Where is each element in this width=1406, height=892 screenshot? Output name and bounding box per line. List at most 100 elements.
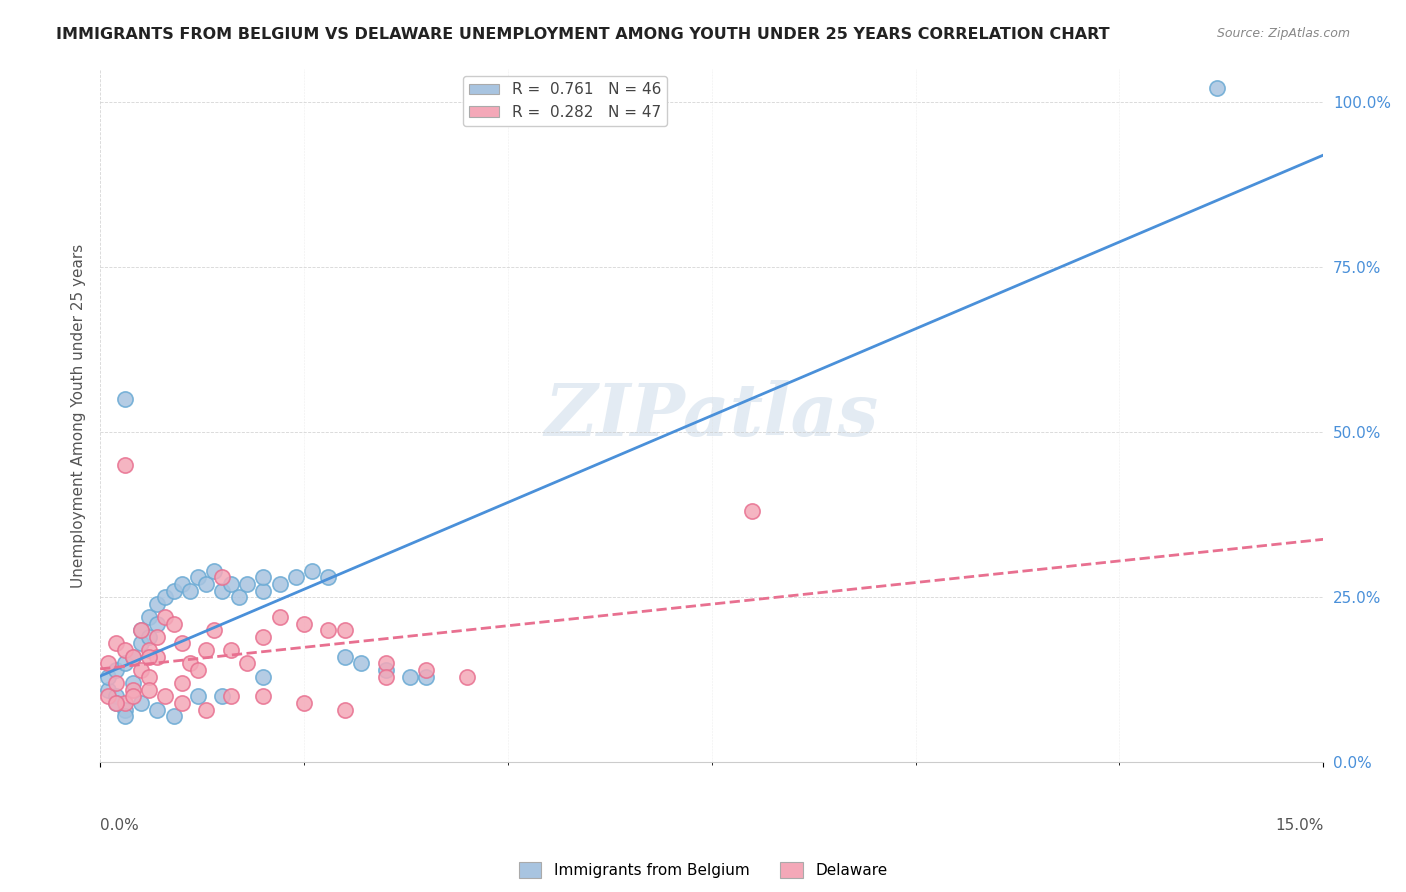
Point [121, 649, 143, 664]
Point [97, 690, 120, 704]
Point [301, 564, 323, 578]
Point [292, 696, 315, 710]
Point [333, 624, 356, 638]
Point [292, 616, 315, 631]
Point [105, 663, 128, 677]
Point [129, 663, 152, 677]
Point [202, 564, 225, 578]
Point [114, 643, 136, 657]
Point [269, 610, 291, 624]
Point [219, 643, 242, 657]
Point [252, 690, 274, 704]
Point [114, 709, 136, 723]
Text: Source: ZipAtlas.com: Source: ZipAtlas.com [1216, 27, 1350, 40]
Point [350, 657, 373, 671]
Point [195, 643, 218, 657]
Point [138, 649, 160, 664]
Point [284, 570, 307, 584]
Point [236, 657, 259, 671]
Text: IMMIGRANTS FROM BELGIUM VS DELAWARE UNEMPLOYMENT AMONG YOUTH UNDER 25 YEARS CORR: IMMIGRANTS FROM BELGIUM VS DELAWARE UNEM… [56, 27, 1109, 42]
Point [211, 570, 233, 584]
Point [121, 682, 143, 697]
Point [146, 597, 169, 611]
Point [114, 702, 136, 716]
Point [114, 392, 136, 406]
Point [1206, 81, 1229, 95]
Point [105, 690, 128, 704]
Point [219, 577, 242, 591]
Point [187, 663, 209, 677]
Point [162, 616, 184, 631]
Point [219, 690, 242, 704]
Point [146, 702, 169, 716]
Point [252, 583, 274, 598]
Point [318, 570, 340, 584]
Point [195, 702, 218, 716]
Point [162, 583, 184, 598]
Point [236, 577, 259, 591]
Point [114, 657, 136, 671]
Point [179, 657, 201, 671]
Point [211, 583, 233, 598]
Point [138, 682, 160, 697]
Point [114, 458, 136, 472]
Point [129, 696, 152, 710]
Point [146, 649, 169, 664]
Point [155, 591, 177, 605]
Point [105, 636, 128, 650]
Point [374, 657, 396, 671]
Point [129, 624, 152, 638]
Point [179, 583, 201, 598]
Point [187, 570, 209, 584]
Point [415, 663, 437, 677]
Point [138, 630, 160, 644]
Point [415, 669, 437, 683]
Text: ZIPatlas: ZIPatlas [544, 380, 879, 451]
Point [155, 610, 177, 624]
Point [121, 676, 143, 690]
Point [170, 696, 193, 710]
Point [170, 577, 193, 591]
Legend: R =  0.761   N = 46, R =  0.282   N = 47: R = 0.761 N = 46, R = 0.282 N = 47 [463, 76, 666, 126]
Point [105, 696, 128, 710]
Y-axis label: Unemployment Among Youth under 25 years: Unemployment Among Youth under 25 years [72, 244, 86, 588]
Point [138, 669, 160, 683]
Point [105, 696, 128, 710]
Point [741, 504, 763, 518]
Point [456, 669, 478, 683]
Point [399, 669, 422, 683]
Text: 15.0%: 15.0% [1275, 818, 1323, 833]
Legend: Immigrants from Belgium, Delaware: Immigrants from Belgium, Delaware [512, 856, 894, 884]
Point [97, 682, 120, 697]
Point [374, 669, 396, 683]
Point [146, 630, 169, 644]
Point [105, 676, 128, 690]
Point [187, 690, 209, 704]
Point [195, 577, 218, 591]
Point [202, 624, 225, 638]
Point [146, 616, 169, 631]
Text: 0.0%: 0.0% [100, 818, 139, 833]
Point [252, 630, 274, 644]
Point [162, 709, 184, 723]
Point [269, 577, 291, 591]
Point [129, 636, 152, 650]
Point [170, 676, 193, 690]
Point [333, 702, 356, 716]
Point [121, 690, 143, 704]
Point [252, 570, 274, 584]
Point [252, 669, 274, 683]
Point [97, 669, 120, 683]
Point [170, 636, 193, 650]
Point [155, 690, 177, 704]
Point [211, 690, 233, 704]
Point [129, 624, 152, 638]
Point [374, 663, 396, 677]
Point [121, 649, 143, 664]
Point [333, 649, 356, 664]
Point [318, 624, 340, 638]
Point [138, 643, 160, 657]
Point [97, 657, 120, 671]
Point [114, 696, 136, 710]
Point [138, 610, 160, 624]
